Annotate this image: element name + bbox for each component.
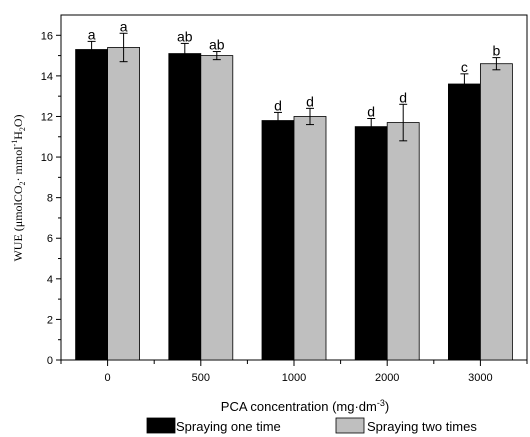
significance-label-2-500: ab bbox=[209, 37, 225, 53]
x-tick-label-0: 0 bbox=[105, 372, 111, 384]
y-tick-label-6: 12 bbox=[41, 111, 53, 123]
x-tick-label-1000: 1000 bbox=[282, 372, 306, 384]
legend-swatch-series-1 bbox=[146, 417, 176, 434]
legend: Spraying one time Spraying two times bbox=[146, 417, 477, 434]
bar-1-1000 bbox=[261, 120, 295, 361]
bar-2-500 bbox=[200, 55, 234, 361]
y-tick-label-1: 2 bbox=[47, 314, 53, 326]
y-tick-label-5: 10 bbox=[41, 152, 53, 164]
significance-label-2-3000: b bbox=[493, 43, 501, 59]
significance-label-2-0: a bbox=[120, 18, 128, 34]
significance-label-2-1000: d bbox=[306, 93, 314, 109]
significance-label-1-0: a bbox=[88, 26, 96, 42]
y-tick-label-4: 8 bbox=[47, 193, 53, 205]
y-tick-label-3: 6 bbox=[47, 233, 53, 245]
significance-label-1-1000: d bbox=[274, 97, 282, 113]
bar-1-0 bbox=[75, 49, 108, 361]
significance-label-1-500: ab bbox=[177, 28, 193, 44]
legend-swatch-series-2 bbox=[335, 417, 365, 434]
legend-label-series-1: Spraying one time bbox=[176, 419, 281, 434]
bar-1-500 bbox=[168, 53, 202, 361]
x-axis-title: PCA concentration (mg·dm-3) bbox=[221, 398, 389, 414]
y-tick-label-7: 14 bbox=[41, 71, 53, 83]
bar-1-3000 bbox=[447, 83, 481, 361]
significance-label-1-3000: c bbox=[461, 59, 468, 75]
bar-2-1000 bbox=[293, 116, 327, 361]
y-tick-label-8: 16 bbox=[41, 30, 53, 42]
y-axis-title: WUE (μmolCO2· mmol-1H2O) bbox=[10, 114, 27, 261]
bar-1-2000 bbox=[354, 126, 388, 361]
bar-2-0 bbox=[107, 47, 140, 361]
bar-2-3000 bbox=[479, 63, 513, 361]
legend-label-series-2: Spraying two times bbox=[367, 419, 477, 434]
x-tick-label-2000: 2000 bbox=[375, 372, 399, 384]
significance-label-2-2000: d bbox=[399, 89, 407, 105]
y-tick-label-2: 4 bbox=[47, 274, 53, 286]
significance-label-1-2000: d bbox=[367, 104, 375, 120]
x-tick-label-500: 500 bbox=[192, 372, 210, 384]
y-tick-label-0: 0 bbox=[47, 355, 53, 367]
bar-2-2000 bbox=[386, 122, 420, 361]
x-tick-label-3000: 3000 bbox=[468, 372, 492, 384]
